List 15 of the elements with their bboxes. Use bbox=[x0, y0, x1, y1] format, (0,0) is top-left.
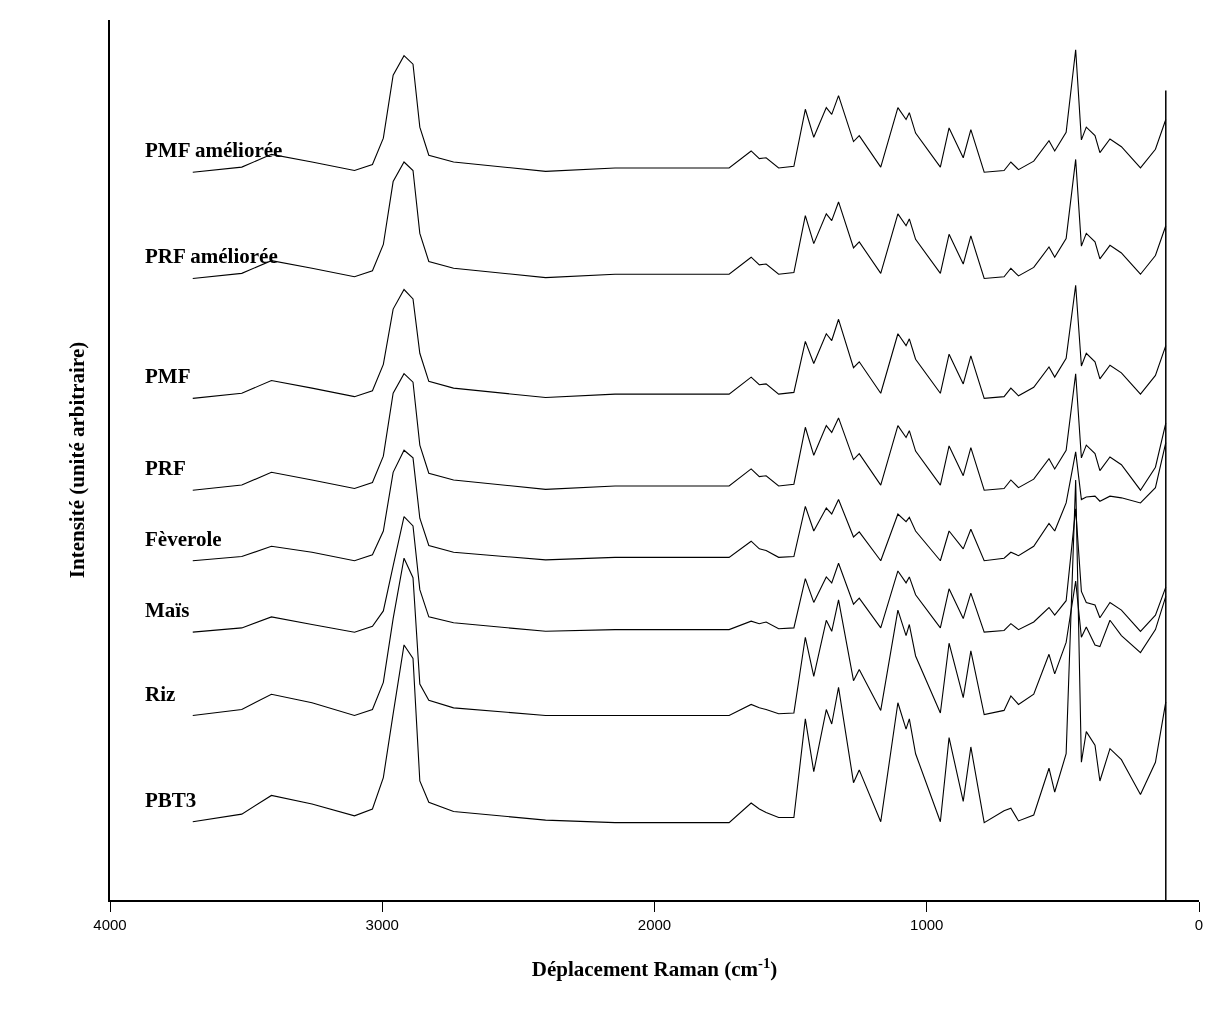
series-label: PRF bbox=[145, 456, 186, 480]
series-label: PMF améliorée bbox=[145, 138, 283, 162]
x-tick-label: 1000 bbox=[910, 915, 944, 933]
x-tick-label: 2000 bbox=[637, 915, 672, 933]
series-label: PBT3 bbox=[145, 788, 197, 812]
x-tick-label: 4000 bbox=[93, 915, 127, 933]
x-axis-title: Déplacement Raman (cm$^{-1}$) bbox=[531, 954, 778, 982]
series-label: Riz bbox=[145, 682, 176, 706]
series-label: PRF améliorée bbox=[145, 244, 278, 268]
series-label: PMF bbox=[145, 364, 191, 388]
x-tick-label: 0 bbox=[1194, 915, 1204, 933]
series-label: Maïs bbox=[145, 598, 190, 622]
x-tick-label: 3000 bbox=[365, 915, 399, 933]
series-label: Fèverole bbox=[145, 527, 222, 551]
y-axis-title: Intensité (unité arbitraire) bbox=[64, 341, 89, 579]
